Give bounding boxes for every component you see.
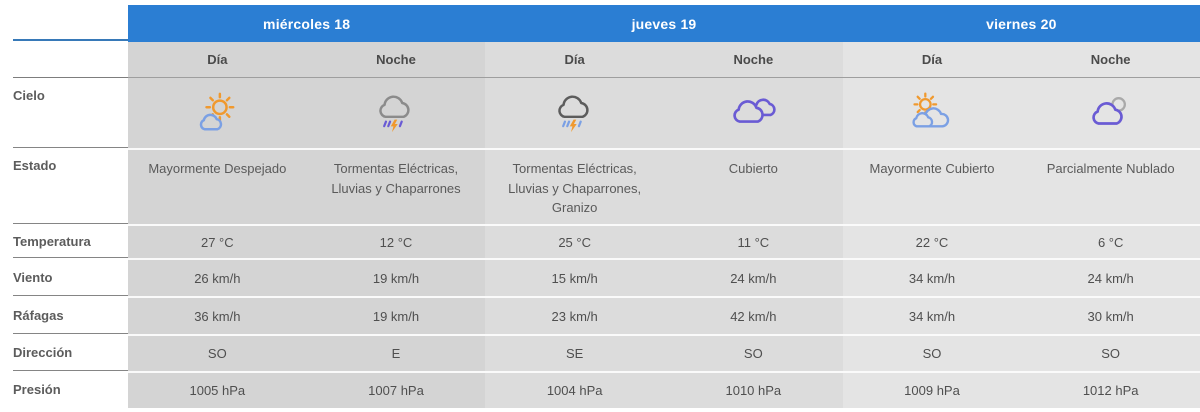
part-header-viernes-dia: Día: [842, 42, 1022, 78]
direccion-value: SE: [485, 334, 664, 371]
direccion-value: SO: [128, 334, 307, 371]
storm-rain-dark-cloud-icon: [485, 78, 664, 148]
overcast-clouds-icon: [664, 78, 843, 148]
viento-value: 26 km/h: [128, 258, 307, 296]
rafagas-value: 23 km/h: [485, 296, 664, 334]
temperatura-value: 27 °C: [128, 224, 307, 258]
estado-value: Cubierto: [664, 148, 843, 224]
temperatura-value: 11 °C: [664, 224, 843, 258]
direccion-value: SO: [1021, 334, 1200, 371]
temperatura-value: 6 °C: [1021, 224, 1200, 258]
part-header-miercoles-dia: Día: [128, 42, 307, 78]
row-label-viento: Viento: [0, 257, 128, 296]
part-header-jueves-dia: Día: [485, 42, 664, 78]
presion-value: 1012 hPa: [1021, 371, 1200, 408]
subheader-spacer: [0, 42, 128, 78]
viento-value: 19 km/h: [306, 258, 486, 296]
rafagas-value: 36 km/h: [128, 296, 307, 334]
viento-value: 24 km/h: [1021, 258, 1200, 296]
day-header-viernes: viernes 20: [842, 5, 1200, 42]
rafagas-value: 30 km/h: [1021, 296, 1200, 334]
direccion-value: SO: [842, 334, 1022, 371]
sun-behind-clouds-icon: [842, 78, 1022, 148]
row-label-cielo: Cielo: [0, 78, 128, 148]
row-label-direccion: Dirección: [0, 333, 128, 371]
day-header-jueves: jueves 19: [485, 5, 843, 42]
temperatura-value: 25 °C: [485, 224, 664, 258]
forecast-table: miércoles 18 jueves 19 viernes 20 Día No…: [0, 5, 1200, 408]
viento-value: 24 km/h: [664, 258, 843, 296]
row-label-temperatura: Temperatura: [0, 223, 128, 258]
estado-value: Mayormente Cubierto: [842, 148, 1022, 224]
sun-behind-small-cloud-icon: [128, 78, 307, 148]
viento-value: 34 km/h: [842, 258, 1022, 296]
presion-value: 1005 hPa: [128, 371, 307, 408]
header-spacer: [0, 5, 128, 42]
temperatura-value: 12 °C: [306, 224, 486, 258]
rafagas-value: 19 km/h: [306, 296, 486, 334]
presion-value: 1009 hPa: [842, 371, 1022, 408]
part-header-jueves-noche: Noche: [664, 42, 843, 78]
presion-value: 1007 hPa: [306, 371, 486, 408]
direccion-value: E: [306, 334, 486, 371]
estado-value: Tormentas Eléctricas, Lluvias y Chaparro…: [485, 148, 664, 224]
presion-value: 1004 hPa: [485, 371, 664, 408]
row-label-estado: Estado: [0, 147, 128, 224]
temperatura-value: 22 °C: [842, 224, 1022, 258]
rafagas-value: 42 km/h: [664, 296, 843, 334]
row-label-rafagas: Ráfagas: [0, 295, 128, 334]
viento-value: 15 km/h: [485, 258, 664, 296]
direccion-value: SO: [664, 334, 843, 371]
part-header-miercoles-noche: Noche: [306, 42, 486, 78]
storm-rain-purple-cloud-icon: [306, 78, 486, 148]
presion-value: 1010 hPa: [664, 371, 843, 408]
day-header-miercoles: miércoles 18: [128, 5, 486, 42]
cloud-moon-icon: [1021, 78, 1200, 148]
rafagas-value: 34 km/h: [842, 296, 1022, 334]
estado-value: Tormentas Eléctricas, Lluvias y Chaparro…: [306, 148, 486, 224]
estado-value: Mayormente Despejado: [128, 148, 307, 224]
estado-value: Parcialmente Nublado: [1021, 148, 1200, 224]
part-header-viernes-noche: Noche: [1021, 42, 1200, 78]
row-label-presion: Presión: [0, 370, 128, 408]
